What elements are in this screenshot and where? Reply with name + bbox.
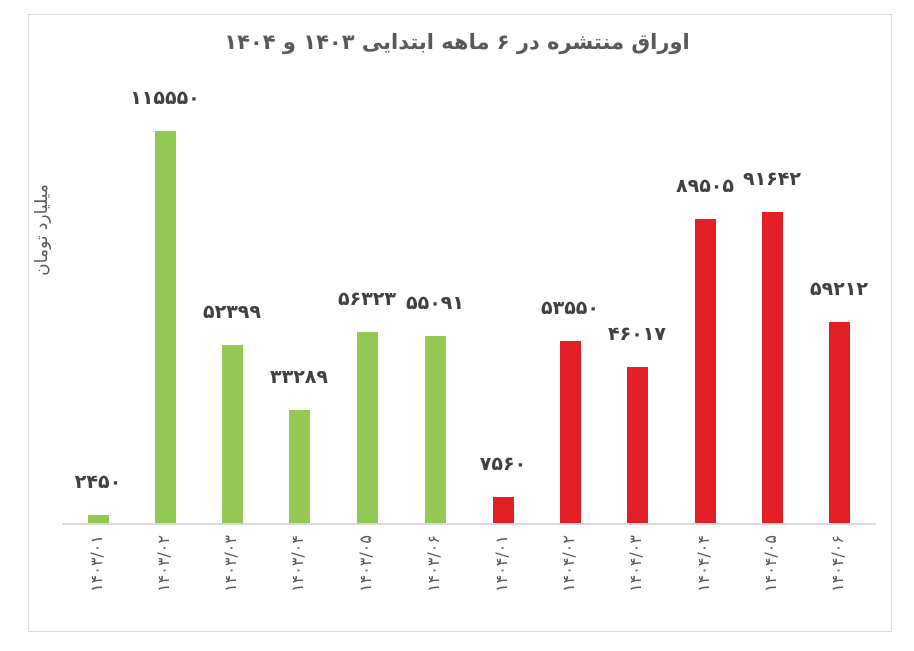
data-label: ۵۹۲۱۲ xyxy=(810,278,868,300)
data-label: ۵۲۳۹۹ xyxy=(203,301,261,323)
x-tick-label: ۱۴۰۳/۰۴ xyxy=(288,535,307,592)
data-label: ۵۳۵۵۰ xyxy=(541,297,599,319)
x-tick-label: ۱۴۰۳/۰۳ xyxy=(221,535,240,592)
data-label: ۸۹۵۰۵ xyxy=(676,175,734,197)
x-tick-label: ۱۴۰۳/۰۲ xyxy=(154,535,173,592)
bar xyxy=(695,219,716,523)
x-tick-label: ۱۴۰۴/۰۶ xyxy=(828,535,847,592)
bar xyxy=(829,322,850,523)
x-tick-label: ۱۴۰۳/۰۶ xyxy=(424,535,443,592)
bar xyxy=(289,410,310,523)
bar xyxy=(425,336,446,523)
bar xyxy=(627,367,648,523)
x-tick-label: ۱۴۰۴/۰۲ xyxy=(559,535,578,592)
data-label: ۹۱۶۴۲ xyxy=(743,168,801,190)
bar xyxy=(155,131,176,523)
data-label: ۱۱۵۵۵۰ xyxy=(130,87,200,109)
data-label: ۳۳۲۸۹ xyxy=(270,366,328,388)
x-tick-label: ۱۴۰۳/۰۵ xyxy=(356,535,375,592)
data-label: ۵۵۰۹۱ xyxy=(406,292,464,314)
bar xyxy=(493,497,514,523)
data-label: ۴۶۰۱۷ xyxy=(608,323,666,345)
x-tick-label: ۱۴۰۴/۰۳ xyxy=(626,535,645,592)
y-axis-label: میلیارد تومان xyxy=(32,184,52,276)
bar xyxy=(762,212,783,523)
bar xyxy=(222,345,243,523)
x-tick-label: ۱۴۰۴/۰۵ xyxy=(761,535,780,592)
chart-title: اوراق منتشره در ۶ ماهه ابتدایی ۱۴۰۳ و ۱۴… xyxy=(224,30,690,54)
bar xyxy=(88,515,109,523)
data-label: ۲۴۵۰ xyxy=(74,471,122,493)
x-tick-label: ۱۴۰۳/۰۱ xyxy=(87,535,106,592)
x-tick-label: ۱۴۰۴/۰۴ xyxy=(694,535,713,592)
data-label: ۵۶۳۲۳ xyxy=(338,288,396,310)
bar xyxy=(357,332,378,523)
x-axis-line xyxy=(62,523,876,525)
x-tick-label: ۱۴۰۴/۰۱ xyxy=(492,535,511,592)
bar xyxy=(560,341,581,523)
data-label: ۷۵۶۰ xyxy=(479,453,527,475)
